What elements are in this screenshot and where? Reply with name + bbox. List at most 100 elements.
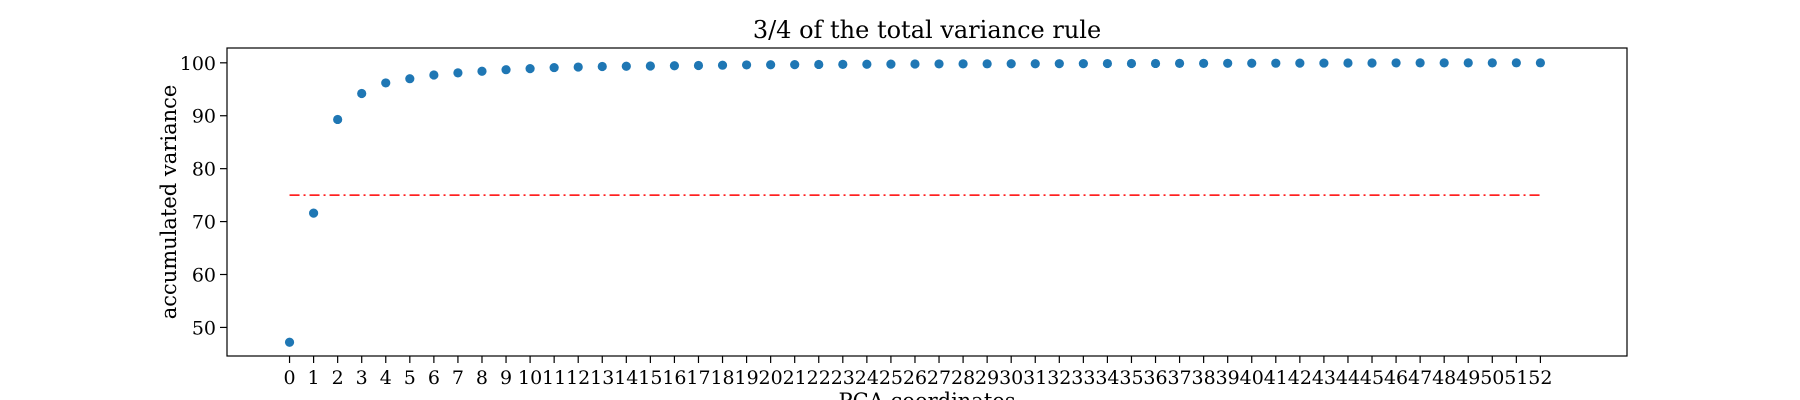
data-point: [429, 70, 439, 80]
x-tick-label: 15: [638, 367, 662, 389]
data-point: [1535, 58, 1546, 68]
data-point: [766, 60, 776, 70]
plot-area-frame: [226, 47, 1628, 357]
x-tick-label: 28: [951, 367, 975, 389]
data-point: [1391, 58, 1401, 68]
data-point: [501, 65, 511, 75]
x-tick-label: 20: [759, 367, 783, 389]
x-tick-label: 50: [1480, 367, 1504, 389]
data-point: [1174, 58, 1185, 68]
data-point: [525, 64, 535, 74]
x-tick-label: 2: [332, 367, 344, 389]
x-tick-label: 48: [1432, 367, 1456, 389]
data-point: [693, 60, 704, 71]
y-tick-label: 80: [192, 159, 216, 181]
data-point: [1367, 58, 1377, 68]
data-point: [838, 59, 848, 69]
x-tick-label: 3: [356, 367, 368, 389]
data-point: [1463, 58, 1473, 68]
data-point: [1415, 58, 1425, 68]
data-point: [934, 59, 944, 69]
data-point: [405, 74, 415, 84]
x-tick-label: 8: [476, 367, 488, 389]
x-tick-label: 25: [879, 367, 903, 389]
data-point: [1150, 58, 1161, 69]
data-point: [284, 337, 295, 347]
data-point: [741, 60, 752, 70]
data-point: [1102, 58, 1113, 69]
x-tick-label: 9: [500, 367, 512, 389]
x-tick-label: 49: [1456, 367, 1480, 389]
x-tick-label: 10: [518, 367, 542, 389]
data-point: [1223, 58, 1233, 68]
x-tick-label: 35: [1119, 367, 1143, 389]
x-tick-label: 36: [1143, 367, 1167, 389]
x-tick-label: 42: [1288, 367, 1312, 389]
y-tick-label: 90: [192, 106, 216, 128]
x-tick-label: 6: [428, 367, 440, 389]
x-tick-label: 22: [807, 367, 831, 389]
data-point: [1126, 58, 1137, 69]
x-tick-label: 4: [380, 367, 392, 389]
x-tick-label: 44: [1336, 367, 1360, 389]
data-point: [982, 59, 992, 69]
x-tick-label: 12: [566, 367, 590, 389]
data-point: [381, 78, 391, 88]
data-point: [958, 59, 968, 69]
data-point: [1006, 59, 1016, 69]
data-point: [862, 59, 872, 69]
data-point: [357, 88, 367, 99]
x-tick-label: 26: [903, 367, 927, 389]
x-tick-label: 27: [927, 367, 951, 389]
x-tick-label: 11: [542, 367, 566, 389]
x-tick-label: 5: [404, 367, 416, 389]
data-point: [549, 62, 559, 73]
x-tick-label: 17: [686, 367, 710, 389]
data-point: [886, 59, 896, 69]
data-point: [1295, 58, 1305, 68]
x-tick-label: 32: [1047, 367, 1071, 389]
data-point: [1030, 59, 1040, 69]
data-point: [814, 59, 824, 70]
x-tick-label: 1: [308, 367, 320, 389]
data-point: [477, 66, 487, 76]
x-tick-label: 37: [1167, 367, 1191, 389]
data-point: [453, 68, 463, 78]
data-point: [790, 60, 800, 70]
x-tick-label: 23: [831, 367, 855, 389]
x-tick-label: 19: [734, 367, 758, 389]
chart-title: 3/4 of the total variance rule: [753, 16, 1101, 44]
x-tick-label: 7: [452, 367, 464, 389]
y-tick-label: 60: [192, 265, 216, 287]
data-points: [284, 58, 1546, 347]
data-point: [669, 61, 680, 71]
x-tick-label: 13: [590, 367, 614, 389]
y-axis-ticks: 50 60 70 80 90 100: [180, 53, 227, 339]
x-tick-label: 21: [783, 367, 807, 389]
data-point: [621, 61, 631, 71]
data-point: [1343, 58, 1353, 68]
data-point: [333, 114, 343, 125]
data-point: [1319, 58, 1329, 68]
x-tick-label: 31: [1023, 367, 1047, 389]
x-tick-label: 0: [283, 367, 295, 389]
data-point: [1247, 58, 1257, 68]
data-point: [1511, 58, 1521, 68]
x-tick-label: 38: [1192, 367, 1216, 389]
y-axis-label: accumulated variance: [157, 85, 181, 320]
y-tick-label: 70: [192, 212, 216, 234]
data-point: [910, 59, 920, 69]
data-point: [1439, 58, 1449, 68]
x-tick-label: 40: [1240, 367, 1264, 389]
x-tick-label: 51: [1504, 367, 1528, 389]
y-tick-label: 50: [192, 317, 216, 339]
x-tick-label: 16: [662, 367, 686, 389]
x-tick-label: 29: [975, 367, 999, 389]
data-point: [1054, 59, 1064, 69]
x-tick-label: 41: [1264, 367, 1288, 389]
x-tick-label: 52: [1528, 367, 1552, 389]
x-axis-ticks: 0 1 2 3 4 5 6 7 8 9 10 11 12 13 14 15 16 17 18 19 20 21 22 23 24…: [283, 356, 1552, 389]
x-tick-label: 46: [1384, 367, 1408, 389]
x-tick-label: 33: [1071, 367, 1095, 389]
